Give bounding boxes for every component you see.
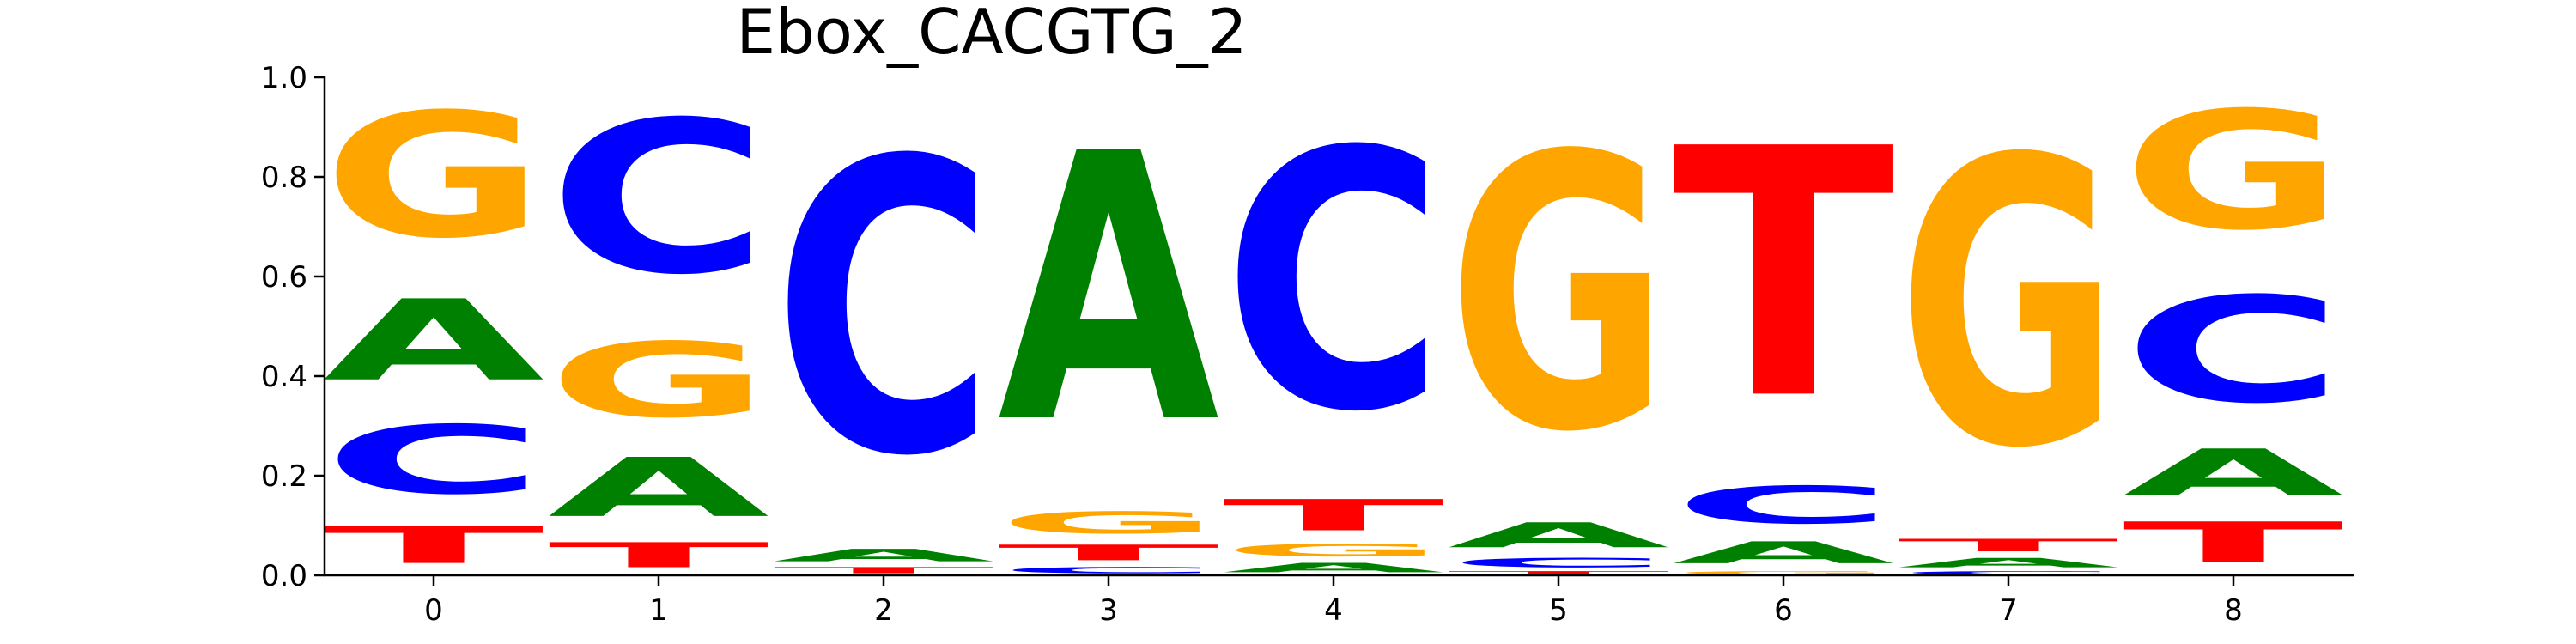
logo-letter-C-pos-5: C bbox=[1448, 556, 1669, 570]
x-tick-label: 4 bbox=[1324, 593, 1343, 628]
logo-letter-G-pos-4: G bbox=[1223, 540, 1444, 560]
x-tick-label: 2 bbox=[874, 593, 893, 628]
x-tick-label: 0 bbox=[424, 593, 443, 628]
logo-letter-C-pos-8: C bbox=[2123, 267, 2344, 436]
x-tick-label: 5 bbox=[1549, 593, 1568, 628]
logo-letter-C-pos-4: C bbox=[1223, 77, 1444, 489]
y-tick-label: 0.4 bbox=[261, 360, 307, 394]
y-tick-label: 0.2 bbox=[261, 459, 307, 494]
logo-letter-A-pos-2: A bbox=[773, 545, 994, 565]
logo-letter-T-pos-3: T bbox=[998, 540, 1221, 565]
logo-letter-G-pos-1: G bbox=[548, 321, 769, 440]
y-tick-label: 0.0 bbox=[261, 559, 307, 593]
logo-letter-A-pos-3: A bbox=[998, 77, 1221, 505]
logo-letter-C-pos-6: C bbox=[1673, 476, 1894, 535]
logo-letter-C-pos-3: C bbox=[998, 565, 1219, 575]
x-tick-label: 6 bbox=[1774, 593, 1793, 628]
logo-letter-T-pos-8: T bbox=[2123, 510, 2346, 574]
logo-letter-G-pos-5: G bbox=[1448, 76, 1669, 513]
logo-letter-C-pos-0: C bbox=[323, 406, 544, 515]
logo-letter-C-pos-1: C bbox=[548, 77, 769, 321]
x-tick-label: 3 bbox=[1099, 593, 1118, 628]
logo-letter-A-pos-0: A bbox=[323, 276, 544, 405]
logo-letter-G-pos-0: G bbox=[323, 77, 544, 276]
y-tick-label: 0.6 bbox=[261, 260, 307, 295]
x-tick-label: 8 bbox=[2224, 593, 2243, 628]
logo-letter-C-pos-2: C bbox=[773, 76, 994, 544]
logo-letter-A-pos-5: A bbox=[1448, 515, 1669, 555]
x-tick-label: 1 bbox=[649, 593, 668, 628]
logo-letter-T-pos-7: T bbox=[1898, 536, 2121, 556]
x-tick-label: 7 bbox=[1999, 593, 2018, 628]
y-tick-label: 1.0 bbox=[261, 61, 307, 95]
logo-letter-G-pos-3: G bbox=[998, 506, 1219, 541]
logo-letter-G-pos-7: G bbox=[1898, 76, 2119, 534]
logo-letter-G-pos-8: G bbox=[2123, 77, 2344, 266]
logo-letter-A-pos-8: A bbox=[2123, 435, 2344, 510]
logo-letter-T-pos-6: T bbox=[1673, 76, 1896, 475]
logo-letter-A-pos-7: A bbox=[1898, 556, 2119, 570]
logo-letter-T-pos-4: T bbox=[1223, 490, 1446, 540]
y-tick-label: 0.8 bbox=[261, 161, 307, 195]
logo-letter-A-pos-1: A bbox=[548, 440, 769, 535]
logo-letter-A-pos-4: A bbox=[1223, 561, 1444, 575]
logo-letter-T-pos-2: T bbox=[773, 565, 996, 575]
logo-letter-T-pos-1: T bbox=[548, 536, 771, 575]
chart-title: Ebox_CACGTG_2 bbox=[737, 0, 1248, 68]
logo-letter-T-pos-0: T bbox=[323, 515, 546, 575]
logo-letter-A-pos-6: A bbox=[1673, 535, 1894, 570]
